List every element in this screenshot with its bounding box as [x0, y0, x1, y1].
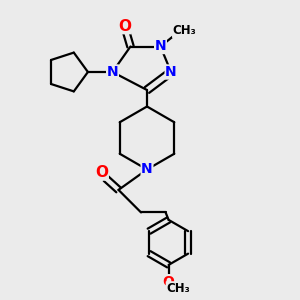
Text: CH₃: CH₃	[172, 24, 197, 38]
Text: CH₃: CH₃	[166, 282, 190, 295]
Text: N: N	[155, 40, 166, 53]
Text: O: O	[163, 275, 175, 289]
Text: N: N	[165, 65, 177, 79]
Text: O: O	[95, 165, 108, 180]
Text: O: O	[118, 19, 131, 34]
Text: N: N	[141, 163, 153, 176]
Text: N: N	[107, 65, 118, 79]
